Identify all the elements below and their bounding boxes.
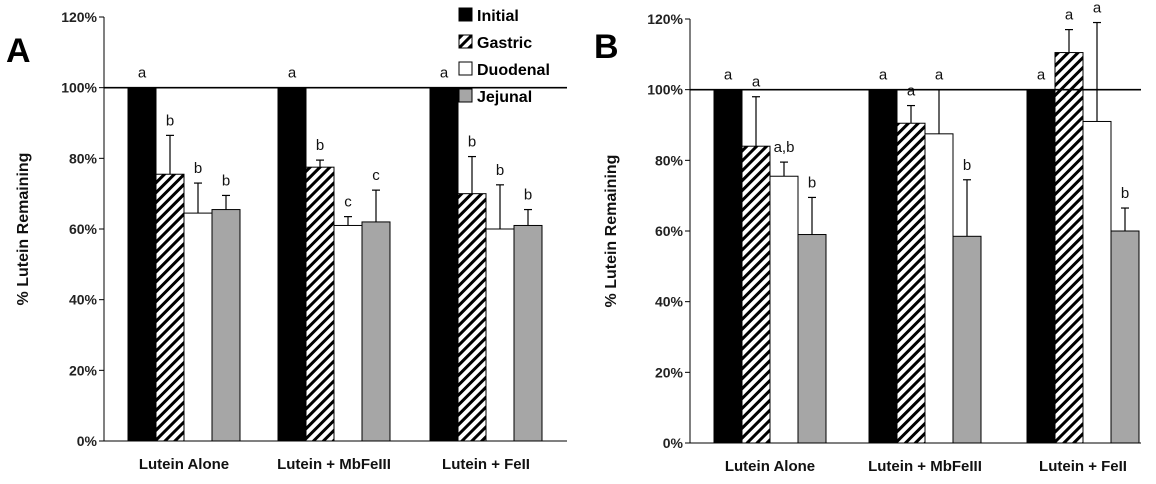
y-tick-label: 60% bbox=[655, 223, 684, 239]
significance-letter: b bbox=[316, 137, 324, 154]
bar-duodenal bbox=[924, 133, 954, 444]
y-tick-label: 120% bbox=[647, 11, 683, 27]
legend-swatch-duodenal bbox=[458, 61, 473, 76]
bar-initial bbox=[429, 87, 459, 442]
legend-label: Duodenal bbox=[477, 62, 550, 79]
significance-letter: a bbox=[935, 67, 944, 84]
legend-swatch-gastric bbox=[458, 34, 473, 49]
bar-duodenal bbox=[333, 224, 363, 442]
significance-letter: a bbox=[288, 65, 297, 82]
significance-letter: b bbox=[524, 187, 532, 204]
legend-swatch-jejunal bbox=[458, 88, 473, 103]
y-tick-label: 0% bbox=[663, 435, 684, 451]
bar-jejunal bbox=[513, 224, 543, 442]
y-axis-label: % Lutein Remaining bbox=[603, 155, 620, 308]
significance-letter: c bbox=[344, 194, 352, 211]
bar-gastric bbox=[896, 122, 926, 444]
category-label: Lutein + MbFeIII bbox=[277, 456, 391, 473]
significance-letter: a,b bbox=[774, 139, 795, 156]
bar-initial bbox=[277, 87, 307, 442]
significance-letter: a bbox=[724, 67, 733, 84]
bar-initial bbox=[127, 87, 157, 442]
bar-gastric bbox=[155, 173, 185, 442]
y-tick-label: 120% bbox=[61, 9, 97, 25]
y-tick-label: 40% bbox=[69, 292, 98, 308]
significance-letter: a bbox=[879, 67, 888, 84]
y-axis-label: % Lutein Remaining bbox=[15, 153, 32, 306]
y-tick-label: 40% bbox=[655, 294, 684, 310]
bar-duodenal bbox=[183, 212, 213, 442]
panel-label: A bbox=[6, 32, 31, 70]
bar-jejunal bbox=[952, 235, 982, 444]
significance-letter: a bbox=[907, 83, 916, 100]
significance-letter: b bbox=[222, 172, 230, 189]
significance-letter: b bbox=[808, 174, 816, 191]
bar-initial bbox=[713, 89, 743, 444]
significance-letter: a bbox=[752, 74, 761, 91]
y-tick-label: 100% bbox=[61, 80, 97, 96]
category-label: Lutein + FeII bbox=[442, 456, 530, 473]
significance-letter: a bbox=[1037, 67, 1046, 84]
category-label: Lutein + FeII bbox=[1039, 458, 1127, 475]
y-tick-label: 20% bbox=[69, 362, 98, 378]
bar-duodenal bbox=[769, 175, 799, 444]
significance-letter: b bbox=[496, 162, 504, 179]
category-label: Lutein + MbFeIII bbox=[868, 458, 982, 475]
legend-label: Initial bbox=[477, 8, 519, 25]
significance-letter: b bbox=[1121, 185, 1129, 202]
bar-gastric bbox=[457, 193, 487, 442]
legend-swatch-initial bbox=[458, 7, 473, 22]
significance-letter: b bbox=[468, 134, 476, 151]
significance-letter: a bbox=[1093, 0, 1102, 17]
y-tick-label: 60% bbox=[69, 221, 98, 237]
bar-gastric bbox=[1054, 52, 1084, 444]
bar-jejunal bbox=[361, 221, 391, 442]
bar-duodenal bbox=[485, 228, 515, 442]
category-label: Lutein Alone bbox=[139, 456, 229, 473]
bar-jejunal bbox=[1110, 230, 1140, 444]
bar-initial bbox=[1026, 89, 1056, 444]
significance-letter: a bbox=[138, 65, 147, 82]
category-label: Lutein Alone bbox=[725, 458, 815, 475]
panel-label: B bbox=[594, 28, 619, 66]
significance-letter: a bbox=[440, 65, 449, 82]
bar-initial bbox=[868, 89, 898, 444]
bar-gastric bbox=[741, 145, 771, 444]
bar-duodenal bbox=[1082, 120, 1112, 444]
bar-gastric bbox=[305, 166, 335, 442]
significance-letter: c bbox=[372, 167, 380, 184]
y-tick-label: 100% bbox=[647, 82, 683, 98]
bar-jejunal bbox=[797, 234, 827, 444]
significance-letter: b bbox=[166, 112, 174, 129]
y-tick-label: 20% bbox=[655, 364, 684, 380]
y-tick-label: 0% bbox=[77, 433, 98, 449]
significance-letter: b bbox=[963, 157, 971, 174]
legend-label: Jejunal bbox=[477, 89, 532, 106]
significance-letter: b bbox=[194, 160, 202, 177]
y-tick-label: 80% bbox=[69, 150, 98, 166]
significance-letter: a bbox=[1065, 7, 1074, 24]
y-tick-label: 80% bbox=[655, 152, 684, 168]
bar-jejunal bbox=[211, 209, 241, 442]
legend-label: Gastric bbox=[477, 35, 532, 52]
